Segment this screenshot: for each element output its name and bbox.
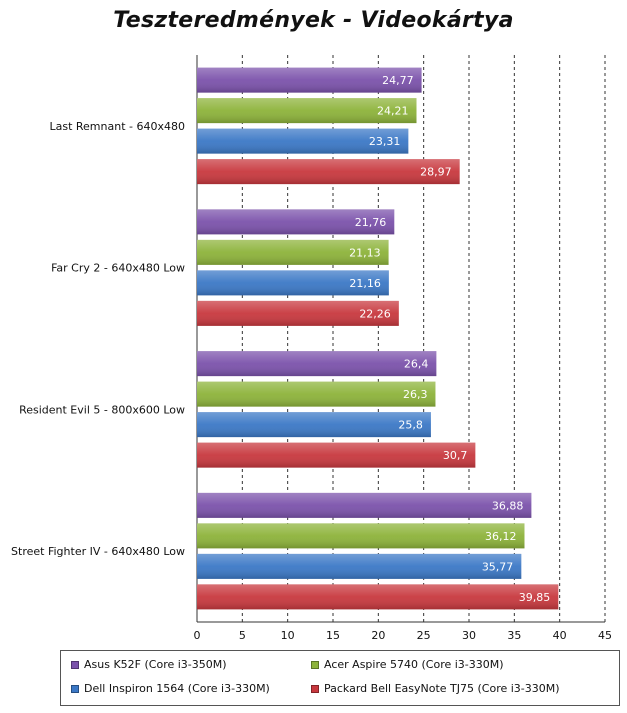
data-label-s1-c2: 26,3 <box>403 388 428 401</box>
x-tick-label-40: 40 <box>553 629 567 642</box>
bar-shade-s3-c1 <box>197 300 399 326</box>
legend-label-2: Dell Inspiron 1564 (Core i3-330M) <box>84 682 270 695</box>
x-tick-label-0: 0 <box>194 629 201 642</box>
bar-shade-s3-c2 <box>197 442 476 468</box>
x-tick-label-5: 5 <box>239 629 246 642</box>
legend-item-0: Asus K52F (Core i3-350M) <box>71 658 227 671</box>
x-tick-label-20: 20 <box>371 629 385 642</box>
x-tick-label-30: 30 <box>462 629 476 642</box>
legend-label-1: Acer Aspire 5740 (Core i3-330M) <box>324 658 504 671</box>
bar-shade-s0-c3 <box>197 492 532 518</box>
legend-swatch-2 <box>71 684 79 693</box>
legend-item-2: Dell Inspiron 1564 (Core i3-330M) <box>71 682 270 695</box>
bar-shade-s2-c0 <box>197 128 409 154</box>
data-label-s0-c3: 36,88 <box>492 499 524 512</box>
bar-shade-s1-c2 <box>197 381 436 407</box>
data-label-s3-c3: 39,85 <box>519 591 551 604</box>
data-label-s0-c1: 21,76 <box>355 216 387 229</box>
bar-shade-s1-c1 <box>197 239 389 265</box>
legend-item-1: Acer Aspire 5740 (Core i3-330M) <box>311 658 504 671</box>
bar-shade-s2-c3 <box>197 553 522 579</box>
legend-label-3: Packard Bell EasyNote TJ75 (Core i3-330M… <box>324 682 560 695</box>
data-label-s0-c0: 24,77 <box>382 74 414 87</box>
legend-item-3: Packard Bell EasyNote TJ75 (Core i3-330M… <box>311 682 560 695</box>
category-label-0: Last Remnant - 640x480 <box>49 120 185 133</box>
bar-shade-s0-c1 <box>197 209 395 235</box>
x-tick-label-45: 45 <box>598 629 612 642</box>
data-label-s2-c3: 35,77 <box>482 560 514 573</box>
category-label-1: Far Cry 2 - 640x480 Low <box>51 262 185 275</box>
bar-shade-s1-c0 <box>197 98 417 124</box>
legend-swatch-0 <box>71 660 79 669</box>
x-tick-label-10: 10 <box>281 629 295 642</box>
category-label-3: Street Fighter IV - 640x480 Low <box>11 545 185 558</box>
bar-chart: 0 5 10 15 20 25 30 35 40 45 Last Remnant - 640x480… <box>11 55 612 642</box>
chart-legend: Asus K52F (Core i3-350M) Acer Aspire 5740… <box>60 650 620 706</box>
data-label-s0-c2: 26,4 <box>404 358 429 371</box>
data-label-s1-c3: 36,12 <box>485 530 517 543</box>
data-label-s1-c1: 21,13 <box>349 246 381 259</box>
data-label-s2-c0: 23,31 <box>369 135 401 148</box>
data-label-s3-c1: 22,26 <box>359 307 391 320</box>
bar-shade-s0-c2 <box>197 351 437 377</box>
data-label-s2-c1: 21,16 <box>349 277 381 290</box>
legend-swatch-3 <box>311 684 319 693</box>
x-tick-label-15: 15 <box>326 629 340 642</box>
data-label-s1-c0: 24,21 <box>377 105 409 118</box>
legend-swatch-1 <box>311 660 319 669</box>
data-label-s3-c0: 28,97 <box>420 166 452 179</box>
x-tick-label-25: 25 <box>417 629 431 642</box>
legend-label-0: Asus K52F (Core i3-350M) <box>84 658 227 671</box>
data-label-s2-c2: 25,8 <box>398 419 423 432</box>
chart-title: Teszteredmények - Videokártya <box>113 8 514 33</box>
data-label-s3-c2: 30,7 <box>443 449 468 462</box>
x-tick-label-35: 35 <box>507 629 521 642</box>
bar-shade-s1-c3 <box>197 523 525 549</box>
bar-shade-s2-c2 <box>197 412 431 438</box>
bar-shade-s3-c3 <box>197 584 559 610</box>
bar-shade-s0-c0 <box>197 67 422 93</box>
bar-shade-s3-c0 <box>197 159 460 185</box>
category-label-2: Resident Evil 5 - 800x600 Low <box>19 403 185 416</box>
bar-shade-s2-c1 <box>197 270 389 296</box>
